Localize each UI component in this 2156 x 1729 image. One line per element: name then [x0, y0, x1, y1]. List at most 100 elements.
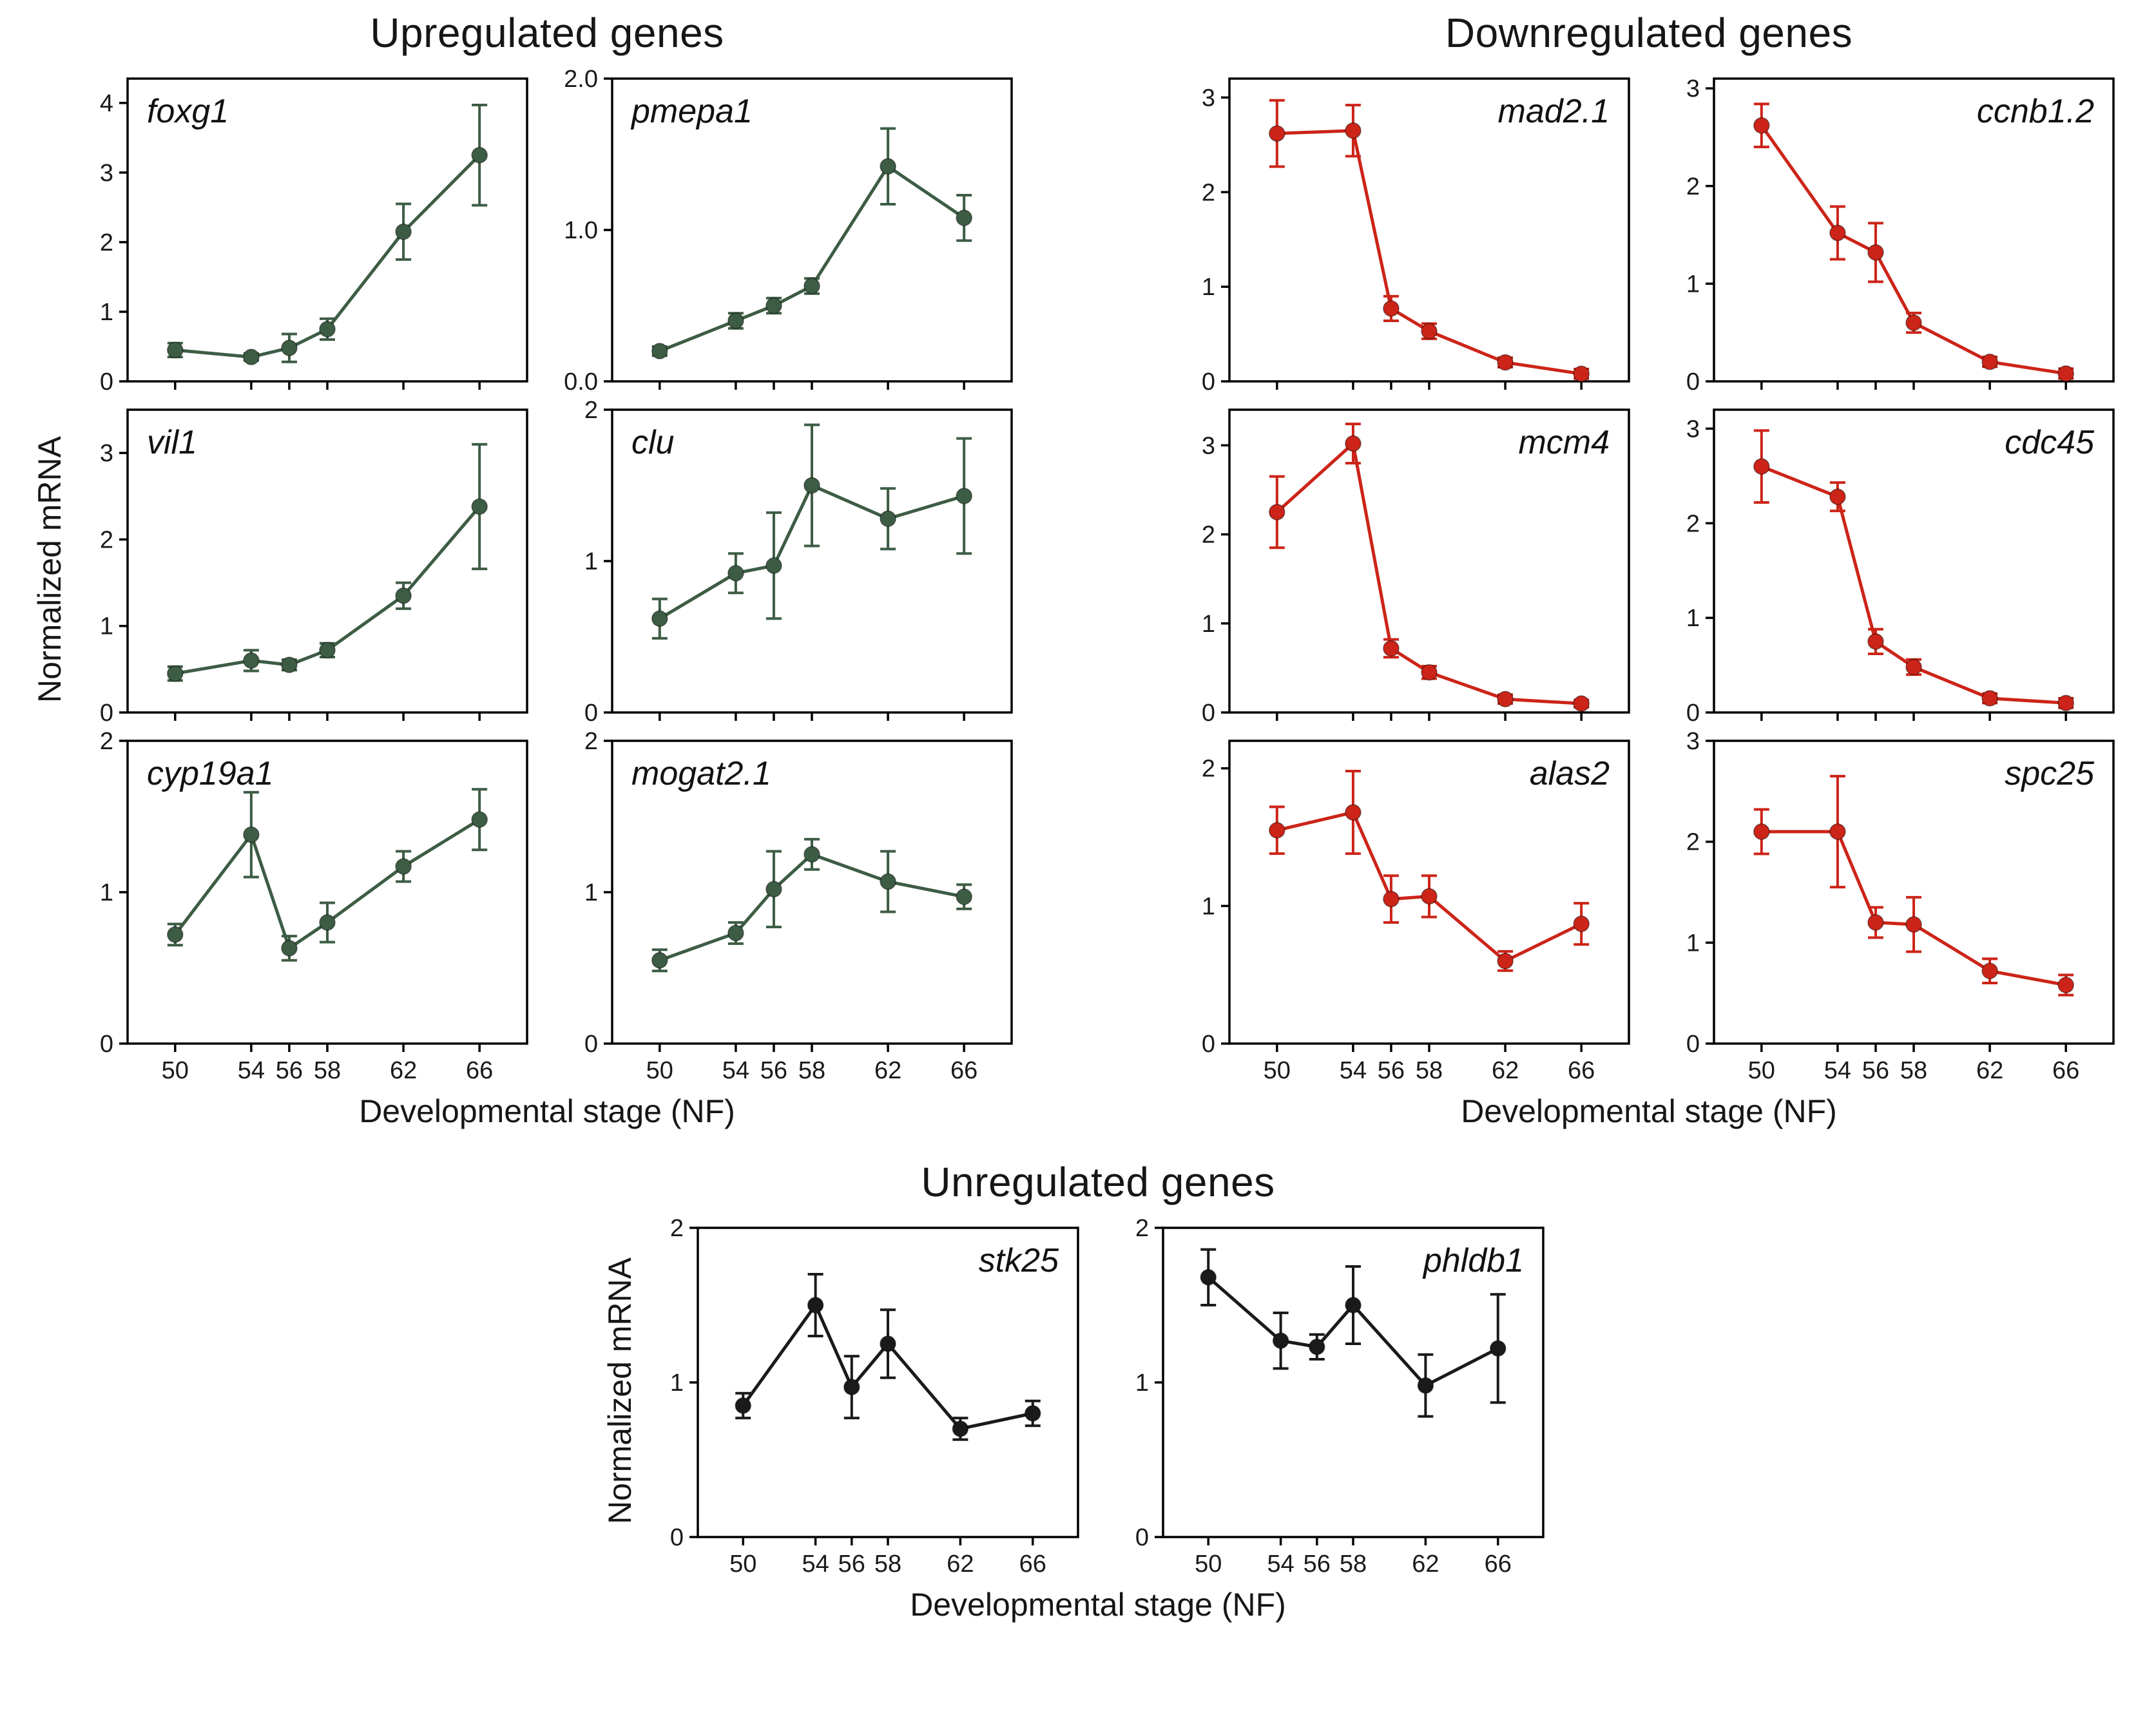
- panel-pmepa1: 0.0 1.0 2.0 pmepa1: [555, 66, 1023, 396]
- panel-cdc45: 0 1 2 3 cdc45: [1657, 397, 2125, 727]
- svg-text:2: 2: [100, 526, 113, 553]
- y-axis-ticks: 0 1 2: [584, 397, 612, 727]
- x-axis-ticks: [174, 381, 481, 390]
- panel-mcm4: 0 1 2 3 mcm4: [1173, 397, 1641, 727]
- y-axis-ticks: 0 1 2: [1202, 756, 1229, 1058]
- data-points: [1753, 117, 2074, 382]
- panel-vil1: 0 1 2 3 vil1: [71, 397, 539, 727]
- chart-panel-pmepa1: 0.0 1.0 2.0 pmepa1: [564, 66, 1013, 396]
- svg-text:2: 2: [584, 728, 598, 755]
- group-downregulated: Downregulated genes 0 1 2 3 mad2.1 0 1 2 3 ccnb1.…: [1173, 9, 2125, 1130]
- svg-text:54: 54: [1267, 1551, 1294, 1578]
- svg-text:4: 4: [100, 90, 113, 117]
- svg-text:1: 1: [1202, 274, 1215, 301]
- gene-label: pmepa1: [630, 93, 753, 130]
- panel-spc25: 0 1 2 3 50 54 56 58 62 66 spc25: [1657, 728, 2125, 1086]
- data-line: [1276, 810, 1583, 963]
- grid-wrap-unregulated: Unregulated genes 0 1 2 50 54 56 58 62 66 stk25 0 1…: [641, 1158, 1555, 1623]
- svg-text:0: 0: [100, 1031, 113, 1058]
- chart-panel-vil1: 0 1 2 3 vil1: [100, 408, 528, 727]
- chart-panel-alas2: 0 1 2 50 54 56 58 62 66 alas2: [1202, 740, 1630, 1084]
- x-axis-ticks: [1276, 381, 1583, 390]
- x-axis-ticks: [1760, 712, 2067, 721]
- x-axis-ticks: [174, 712, 481, 721]
- panel-foxg1: 0 1 2 3 4 foxg1: [71, 66, 539, 396]
- svg-text:66: 66: [1019, 1551, 1046, 1578]
- svg-text:2: 2: [100, 728, 113, 755]
- gene-label: mcm4: [1518, 424, 1610, 461]
- svg-text:58: 58: [1900, 1057, 1927, 1084]
- y-axis-title-unregulated: Normalized mRNA: [602, 1257, 638, 1524]
- panel-stk25: 0 1 2 50 54 56 58 62 66 stk25: [641, 1215, 1090, 1580]
- svg-text:1: 1: [100, 879, 113, 906]
- svg-text:3: 3: [1686, 728, 1700, 755]
- svg-text:0: 0: [670, 1524, 684, 1551]
- gene-label: phldb1: [1422, 1242, 1524, 1279]
- x-axis-ticks: 50 54 56 58 62 66: [1748, 1044, 2079, 1084]
- gene-label: vil1: [147, 424, 197, 461]
- svg-text:0.0: 0.0: [564, 368, 598, 393]
- panel-phldb1: 0 1 2 50 54 56 58 62 66 phldb1: [1106, 1215, 1555, 1580]
- svg-text:2: 2: [1202, 179, 1215, 206]
- svg-text:3: 3: [1686, 75, 1700, 102]
- panel-mogat2.1: 0 1 2 50 54 56 58 62 66 mogat2.1: [555, 728, 1023, 1086]
- svg-text:54: 54: [802, 1551, 829, 1578]
- svg-text:56: 56: [276, 1057, 303, 1084]
- svg-text:3: 3: [1686, 416, 1700, 443]
- svg-text:1: 1: [1686, 605, 1700, 632]
- svg-text:62: 62: [1412, 1551, 1439, 1578]
- chart-panel-mcm4: 0 1 2 3 mcm4: [1202, 408, 1630, 727]
- svg-text:0: 0: [1686, 700, 1700, 724]
- data-line: [742, 1301, 1034, 1431]
- chart-panel-mogat2.1: 0 1 2 50 54 56 58 62 66 mogat2.1: [584, 728, 1013, 1084]
- svg-text:56: 56: [1304, 1551, 1331, 1578]
- group-title-downregulated: Downregulated genes: [1445, 10, 1853, 56]
- data-line: [175, 154, 481, 359]
- y-axis-ticks: 0 1 2: [584, 728, 612, 1058]
- data-line: [1276, 440, 1582, 705]
- svg-text:50: 50: [1264, 1057, 1291, 1084]
- plot-frame: [1713, 740, 2115, 1045]
- data-line: [175, 505, 481, 676]
- svg-text:0: 0: [1202, 368, 1215, 393]
- y-axis-ticks: 0.0 1.0 2.0: [564, 66, 612, 396]
- panel-ccnb1.2: 0 1 2 3 ccnb1.2: [1657, 66, 2125, 396]
- group-body-upregulated: Normalized mRNA Upregulated genes 0 1 2 3 4 f…: [31, 9, 1023, 1130]
- svg-text:50: 50: [646, 1057, 673, 1084]
- data-points: [651, 846, 972, 969]
- data-points: [167, 498, 488, 682]
- gene-label: foxg1: [147, 93, 229, 130]
- svg-text:1: 1: [1135, 1370, 1149, 1397]
- chart-panel-clu: 0 1 2 clu: [584, 397, 1013, 727]
- svg-text:54: 54: [238, 1057, 265, 1084]
- y-axis-ticks: 0 1 2: [100, 728, 128, 1058]
- y-axis-ticks: 0 1 2 3: [1686, 416, 1714, 727]
- svg-text:1: 1: [1686, 271, 1700, 298]
- data-points: [651, 158, 972, 359]
- data-points: [1200, 1269, 1506, 1394]
- x-axis-title-upregulated: Developmental stage (NF): [359, 1093, 735, 1129]
- chart-panel-ccnb1.2: 0 1 2 3 ccnb1.2: [1686, 75, 2115, 396]
- data-points: [1753, 458, 2074, 712]
- group-title-upregulated: Upregulated genes: [370, 10, 724, 56]
- svg-text:2: 2: [1202, 522, 1215, 549]
- y-axis-ticks: 0 1 2 3 4: [100, 90, 128, 396]
- group-unregulated: Normalized mRNA Unregulated genes 0 1 2 50 5…: [31, 1158, 2125, 1623]
- gene-label: mad2.1: [1498, 93, 1610, 130]
- svg-text:0: 0: [100, 700, 113, 724]
- panel-grid-upregulated: 0 1 2 3 4 foxg1 0.0 1.0 2.0 pmepa1 0 1 2 3 vil1 0 1 2 clu 0…: [71, 66, 1023, 1086]
- gene-label: cdc45: [2005, 424, 2095, 461]
- y-axis-ticks: 0 1 2 3: [1202, 84, 1229, 396]
- svg-text:54: 54: [1824, 1057, 1851, 1084]
- panel-cyp19a1: 0 1 2 50 54 56 58 62 66 cyp19a1: [71, 728, 539, 1086]
- x-axis-ticks: 50 54 56 58 62 66: [1264, 1044, 1595, 1084]
- svg-text:0: 0: [584, 700, 598, 724]
- panel-mad2.1: 0 1 2 3 mad2.1: [1173, 66, 1641, 396]
- svg-text:66: 66: [950, 1057, 977, 1084]
- data-line: [659, 852, 965, 962]
- gene-label: mogat2.1: [631, 755, 771, 792]
- chart-panel-spc25: 0 1 2 3 50 54 56 58 62 66 spc25: [1686, 728, 2115, 1084]
- svg-text:56: 56: [1378, 1057, 1405, 1084]
- grid-wrap-downregulated: Downregulated genes 0 1 2 3 mad2.1 0 1 2 3 ccnb1.…: [1173, 9, 2125, 1130]
- x-axis-ticks: [659, 712, 965, 721]
